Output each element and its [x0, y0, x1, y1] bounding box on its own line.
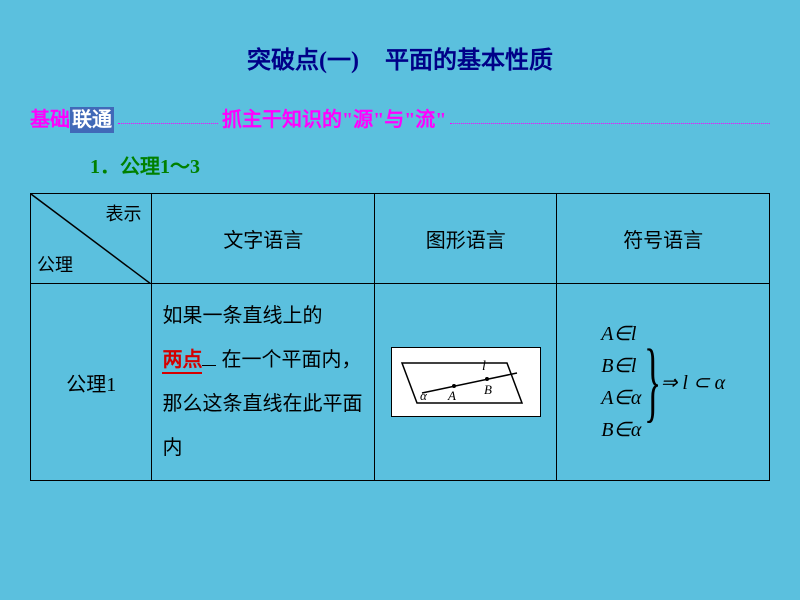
subtitle-boxed: 联通 [70, 107, 114, 133]
subtitle-row: 基础联通 抓主干知识的"源"与"流" [30, 103, 770, 132]
diagonal-header-cell: 表示 公理 [31, 194, 152, 284]
axiom1-label: 公理1 [31, 284, 152, 481]
math-line3: A∈α [601, 382, 641, 414]
label-alpha: α [420, 388, 428, 403]
brace-icon: } [644, 332, 661, 432]
title-part2: 平面的基本性质 [385, 48, 553, 74]
text-before: 如果一条直线上的 [162, 305, 322, 327]
header-row: 表示 公理 文字语言 图形语言 符号语言 [31, 194, 770, 284]
section-heading: 1．公理1～3 [90, 150, 770, 179]
axiom1-figure-cell: l A B α [375, 284, 557, 481]
plane-figure: l A B α [391, 347, 541, 417]
diag-bot-label: 公理 [37, 251, 73, 277]
title-part1: 突破点(一) [247, 48, 359, 74]
header-figure-lang: 图形语言 [375, 194, 557, 284]
slide-container: 突破点(一) 平面的基本性质 基础联通 抓主干知识的"源"与"流" 1．公理1～… [0, 0, 800, 481]
dotted-left [118, 112, 218, 124]
label-A: A [447, 388, 456, 403]
math-expression: A∈l B∈l A∈α B∈α } ⇒ l ⊂ α [561, 318, 765, 446]
text-red: 两点 [162, 349, 202, 374]
diag-top-label: 表示 [105, 200, 141, 226]
header-text-lang: 文字语言 [152, 194, 375, 284]
math-line1: A∈l [601, 318, 636, 350]
main-title: 突破点(一) 平面的基本性质 [30, 40, 770, 75]
label-B: B [484, 382, 492, 397]
conclusion: ⇒ l ⊂ α [661, 370, 726, 395]
axiom1-text: 如果一条直线上的 两点 在一个平面内，那么这条直线在此平面内 [152, 284, 375, 481]
header-symbol-lang: 符号语言 [557, 194, 770, 284]
math-line2: B∈l [601, 350, 636, 382]
plane-diagram-icon: l A B α [392, 348, 542, 418]
subtitle-mid: 抓主干知识的"源"与"流" [222, 103, 446, 132]
premises: A∈l B∈l A∈α B∈α [601, 318, 645, 446]
dotted-right [450, 112, 770, 124]
axiom-table: 表示 公理 文字语言 图形语言 符号语言 公理1 如果一条直线上的 两点 在一个… [30, 193, 770, 481]
blank-underline [202, 365, 216, 366]
math-line4: B∈α [601, 414, 641, 446]
axiom1-math: A∈l B∈l A∈α B∈α } ⇒ l ⊂ α [557, 284, 770, 481]
axiom1-row: 公理1 如果一条直线上的 两点 在一个平面内，那么这条直线在此平面内 l A B [31, 284, 770, 481]
subtitle-left: 基础联通 [30, 103, 114, 132]
subtitle-plain: 基础 [30, 109, 70, 131]
label-l: l [482, 359, 486, 374]
